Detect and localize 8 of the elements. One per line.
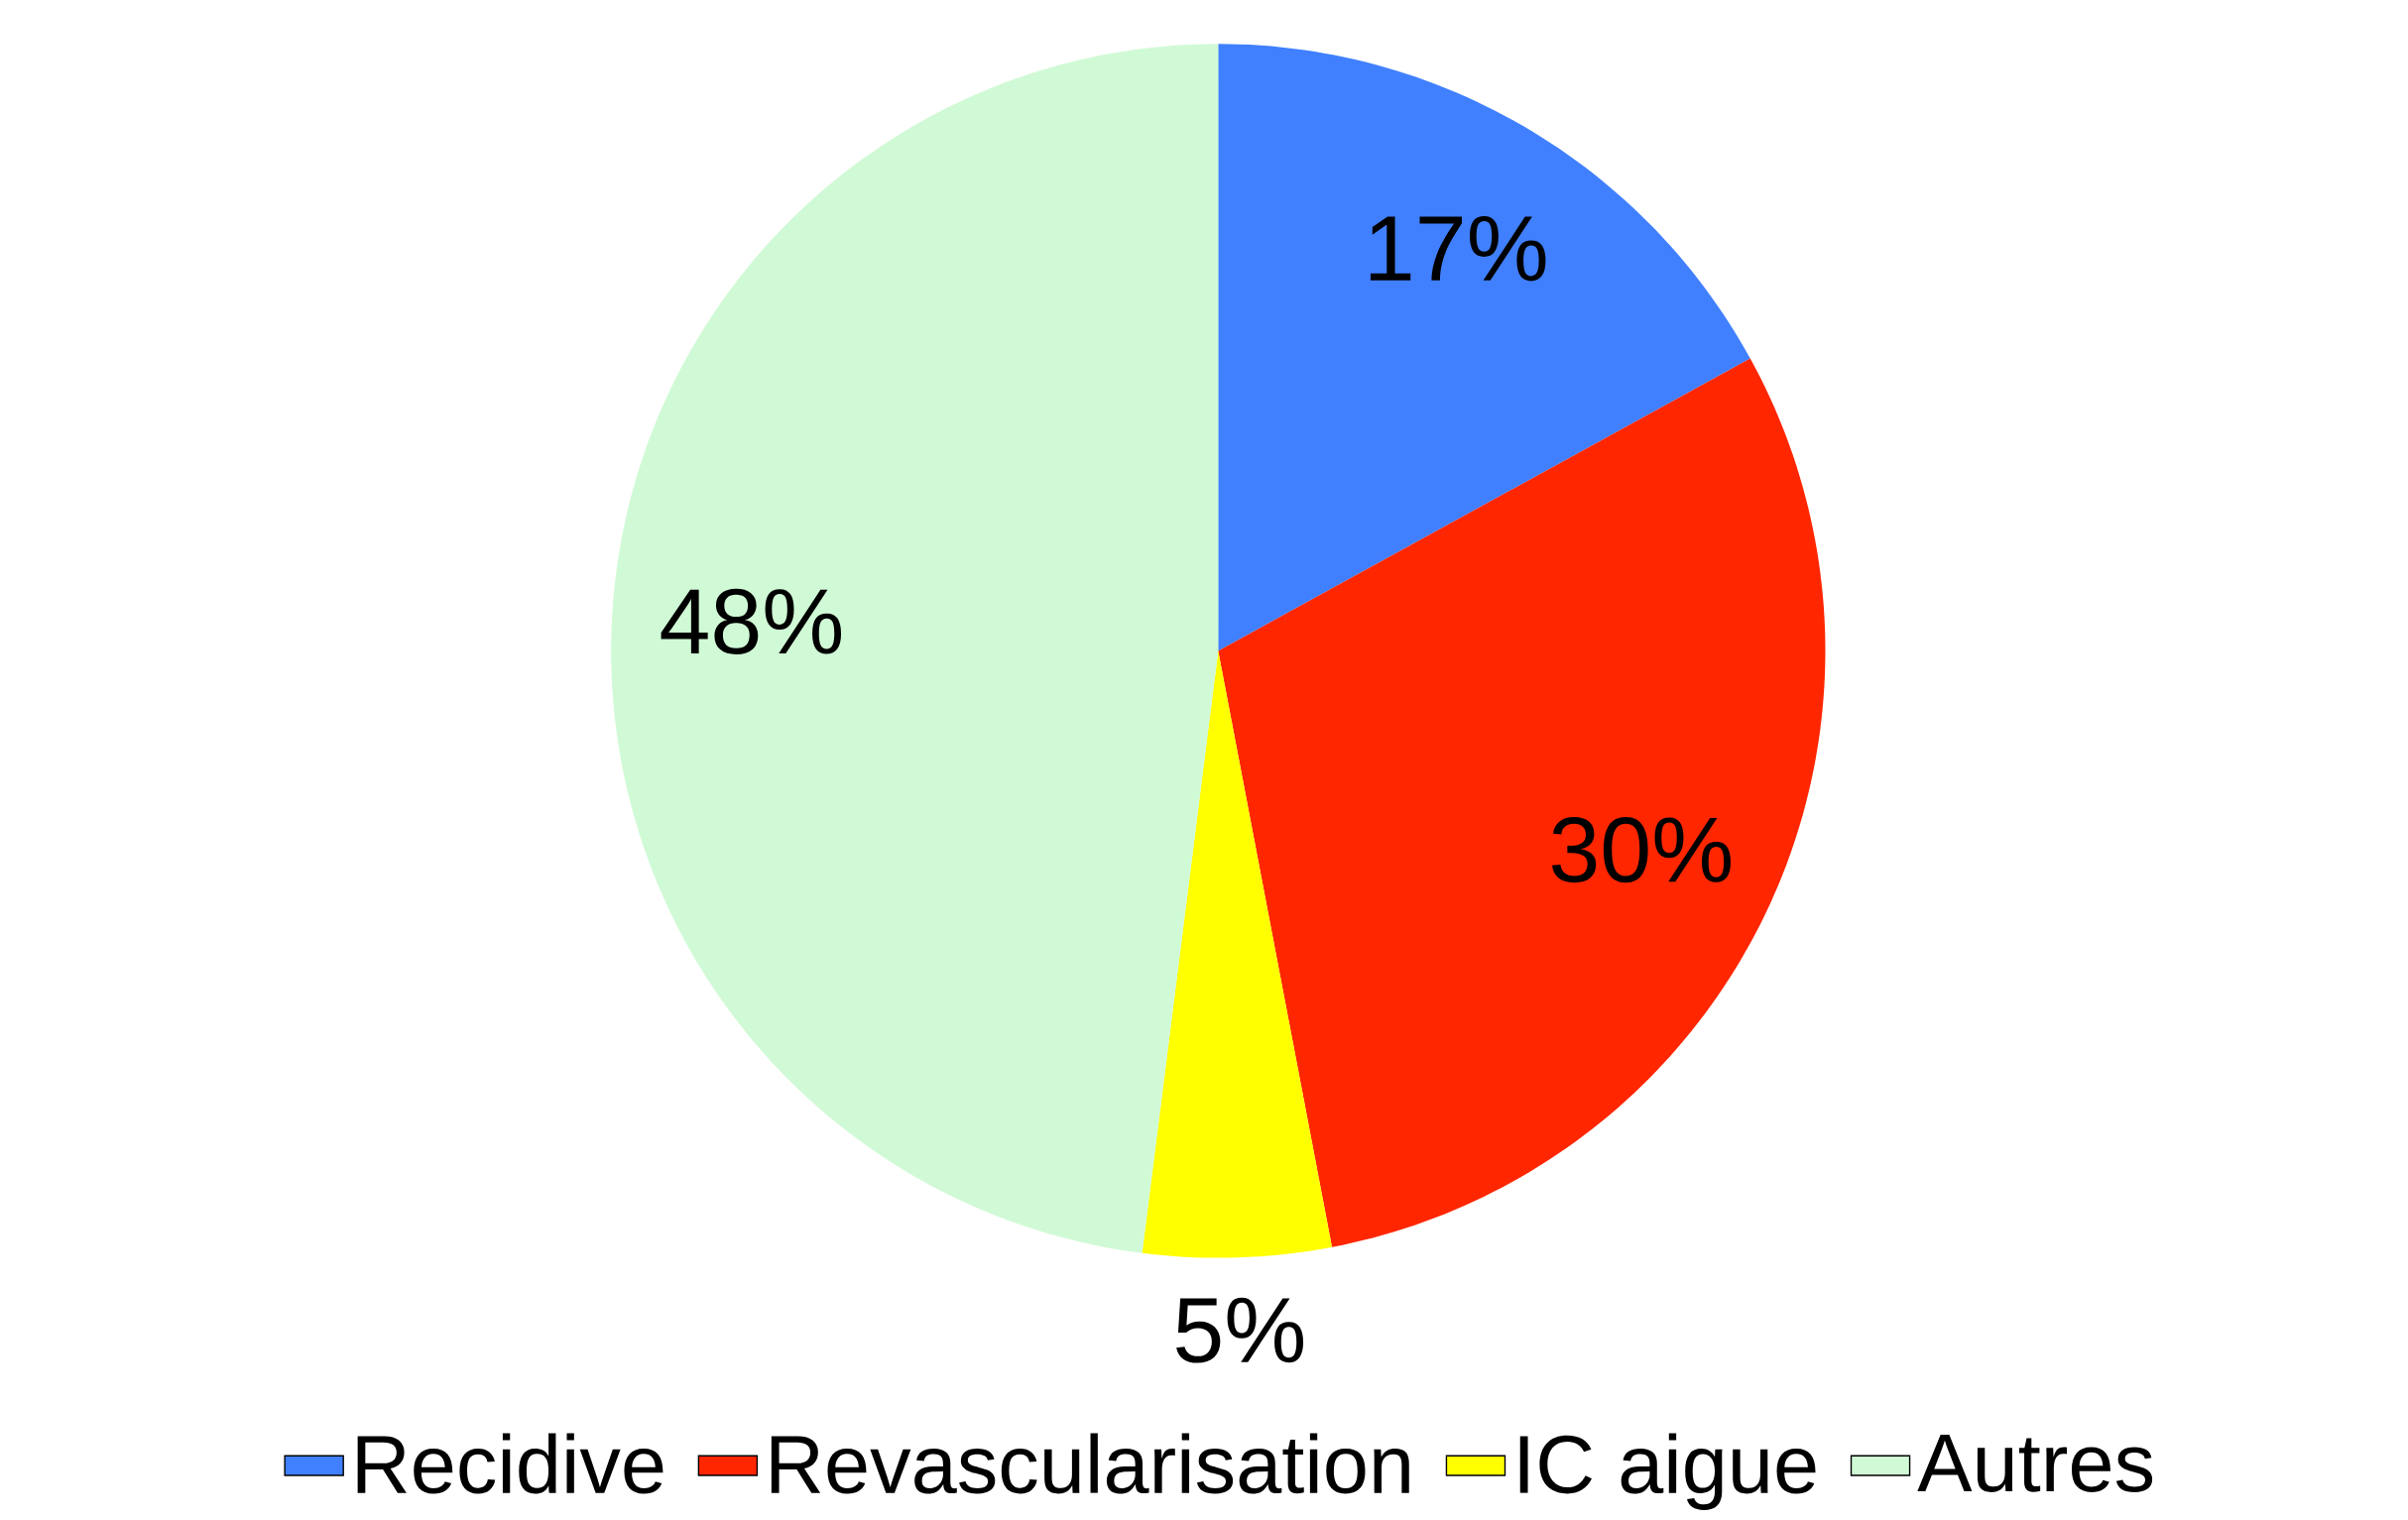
data-label: 5% [1176, 1297, 1304, 1363]
data-label: 48% [661, 588, 842, 654]
legend-label: IC aigue [1519, 1433, 1816, 1510]
legend-label: Autres [1917, 1434, 2153, 1492]
data-label: 30% [1551, 816, 1731, 883]
legend-label: Recidive [357, 1433, 663, 1494]
data-label: 17% [1370, 215, 1546, 282]
legend-label: Revascularisation [771, 1433, 1409, 1494]
